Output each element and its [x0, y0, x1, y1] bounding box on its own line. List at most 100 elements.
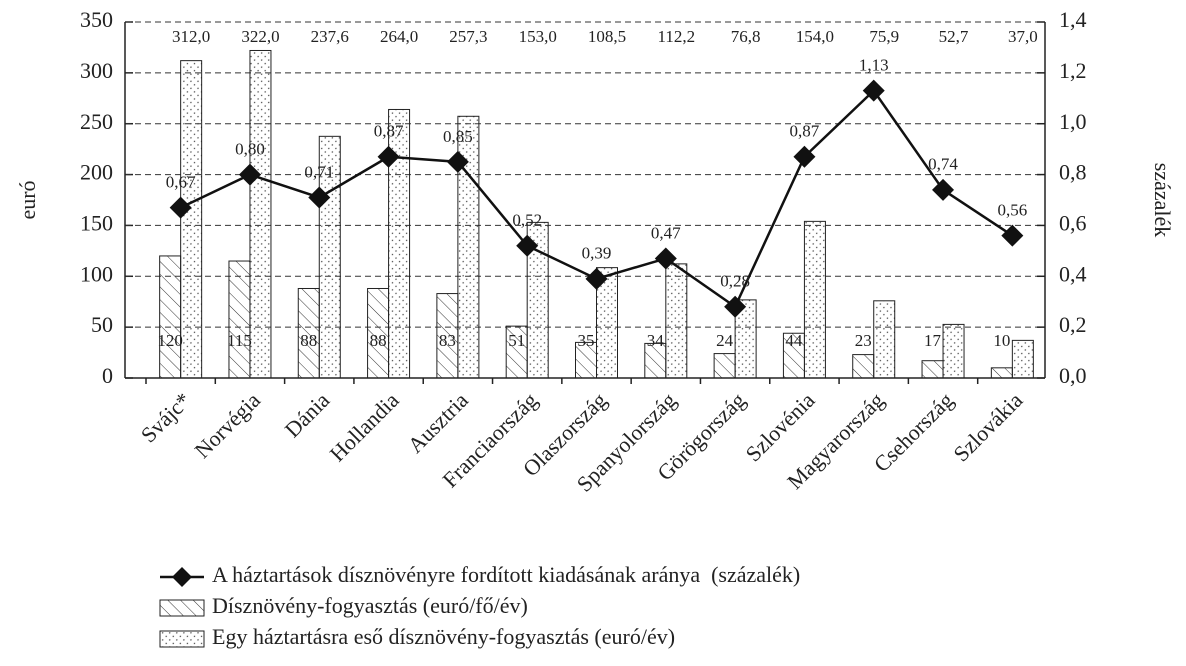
line-marker	[585, 267, 608, 290]
y-tick-label: 350	[80, 7, 113, 32]
value-label: 76,8	[731, 27, 761, 46]
value-label: 264,0	[380, 27, 418, 46]
value-label: 115	[227, 331, 252, 350]
line-marker	[793, 145, 816, 168]
line-marker	[516, 234, 539, 257]
value-label: 0,85	[443, 127, 473, 146]
bar	[665, 263, 688, 379]
line-marker	[654, 247, 677, 270]
value-label: 88	[300, 331, 317, 350]
line-marker	[238, 163, 261, 186]
value-label: 312,0	[172, 27, 210, 46]
line-marker	[308, 186, 331, 209]
y2-axis-label: százalék	[1150, 163, 1175, 238]
y2-tick-label: 1,0	[1059, 109, 1087, 134]
x-tick-label: Norvégia	[190, 387, 266, 463]
y-tick-label: 50	[91, 312, 113, 337]
value-label: 237,6	[311, 27, 349, 46]
value-label: 0,74	[928, 155, 958, 174]
x-tick-label: Szlovákia	[948, 387, 1027, 466]
legend-label: A háztartások dísznövényre fordított kia…	[212, 562, 800, 587]
value-label: 0,67	[166, 173, 196, 192]
x-tick-label: Ausztria	[403, 387, 474, 458]
value-label: 257,3	[449, 27, 487, 46]
line-marker	[169, 196, 192, 219]
bar	[873, 300, 896, 379]
value-label: 35	[578, 331, 595, 350]
value-label: 0,39	[582, 244, 612, 263]
value-label: 112,2	[657, 27, 695, 46]
value-label: 153,0	[519, 27, 557, 46]
legend-marker	[172, 567, 192, 587]
bar	[180, 60, 203, 379]
value-label: 1,13	[859, 56, 889, 75]
bar	[990, 367, 1013, 379]
value-label: 23	[855, 331, 872, 350]
y2-tick-label: 0,4	[1059, 261, 1087, 286]
y2-tick-label: 0,8	[1059, 160, 1087, 185]
line-marker	[1001, 224, 1024, 247]
x-tick-label: Dánia	[280, 387, 335, 442]
bar	[852, 354, 875, 379]
value-label: 0,71	[304, 162, 334, 181]
y-axis-label: euró	[15, 180, 40, 219]
value-label: 51	[508, 331, 525, 350]
legend-item: A háztartások dísznövényre fordított kia…	[160, 562, 800, 587]
value-label: 83	[439, 331, 456, 350]
value-label: 10	[993, 331, 1010, 350]
value-label: 0,52	[512, 211, 542, 230]
line-marker	[862, 79, 885, 102]
y-tick-label: 100	[80, 261, 113, 286]
value-label: 120	[157, 331, 183, 350]
value-label: 24	[716, 331, 734, 350]
bar	[942, 323, 965, 379]
value-label: 52,7	[939, 27, 969, 46]
line-marker	[446, 150, 469, 173]
value-label: 154,0	[796, 27, 834, 46]
y-tick-label: 200	[80, 160, 113, 185]
bar	[803, 220, 826, 379]
value-label: 108,5	[588, 27, 626, 46]
value-label: 0,28	[720, 272, 750, 291]
bar	[249, 49, 272, 379]
legend-item: Dísznövény-fogyasztás (euró/fő/év)	[159, 593, 528, 618]
y2-tick-label: 1,2	[1059, 58, 1087, 83]
bar	[159, 255, 182, 379]
y2-tick-label: 0,2	[1059, 312, 1087, 337]
bar	[713, 353, 736, 379]
value-label: 0,80	[235, 139, 265, 158]
value-label: 88	[370, 331, 387, 350]
bar	[734, 299, 757, 379]
value-label: 0,87	[790, 122, 820, 141]
y2-tick-label: 0,6	[1059, 210, 1087, 235]
legend-label: Dísznövény-fogyasztás (euró/fő/év)	[212, 593, 528, 618]
bar	[1011, 339, 1034, 379]
y-tick-label: 300	[80, 58, 113, 83]
line-marker	[724, 295, 747, 318]
line-marker	[377, 145, 400, 168]
value-label: 34	[647, 331, 665, 350]
bar	[388, 108, 411, 379]
line-marker	[932, 178, 955, 201]
value-label: 0,56	[997, 201, 1027, 220]
legend-item: Egy háztartásra eső dísznövény-fogyasztá…	[159, 624, 675, 649]
legend-swatch	[159, 630, 205, 648]
x-tick-label: Hollandia	[325, 387, 404, 466]
bar	[596, 267, 618, 379]
y2-tick-label: 0,0	[1059, 363, 1087, 388]
value-label: 37,0	[1008, 27, 1038, 46]
y2-tick-label: 1,4	[1059, 7, 1087, 32]
y-tick-label: 250	[80, 109, 113, 134]
legend-label: Egy háztartásra eső dísznövény-fogyasztá…	[212, 624, 675, 649]
y-tick-label: 150	[80, 210, 113, 235]
value-label: 0,87	[374, 122, 404, 141]
bar	[228, 260, 251, 379]
value-label: 75,9	[869, 27, 899, 46]
y-tick-label: 0	[102, 363, 113, 388]
x-tick-label: Svájc*	[136, 387, 196, 447]
legend-swatch	[159, 599, 205, 617]
value-label: 17	[924, 331, 942, 350]
value-label: 44	[785, 331, 803, 350]
bar	[921, 360, 944, 379]
